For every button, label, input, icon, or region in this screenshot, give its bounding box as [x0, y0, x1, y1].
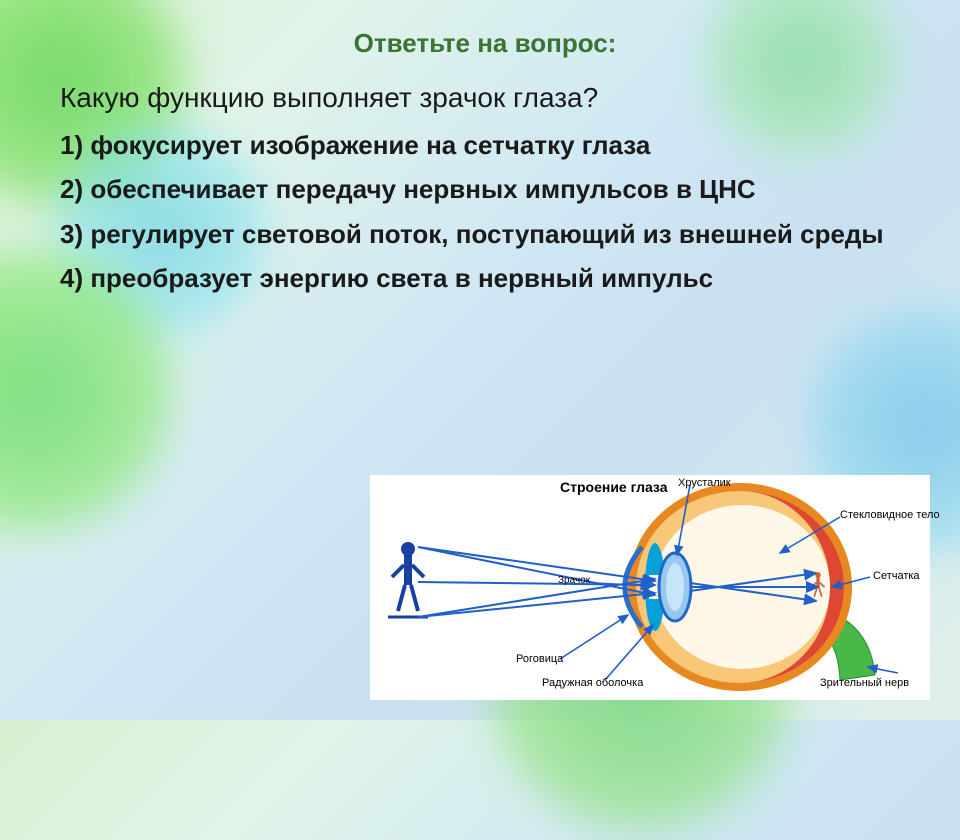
option-2: 2) обеспечивает передачу нервных импульс… — [60, 173, 910, 206]
label-iris: Радужная оболочка — [542, 677, 643, 689]
person-figure — [388, 542, 428, 617]
option-4: 4) преобразует энергию света в нервный и… — [60, 262, 910, 295]
option-3: 3) регулирует световой поток, поступающи… — [60, 218, 910, 251]
label-pupil: Зрачок — [558, 575, 590, 586]
lens-inner — [666, 563, 684, 611]
eye-diagram: Строение глаза — [370, 475, 930, 700]
option-1: 1) фокусирует изображение на сетчатку гл… — [60, 129, 910, 162]
label-vitreous: Стекловидное тело — [840, 509, 940, 521]
slide-content: Ответьте на вопрос: Какую функцию выполн… — [0, 0, 960, 295]
label-retina: Сетчатка — [873, 570, 920, 582]
diagram-title: Строение глаза — [560, 479, 668, 495]
slide-title: Ответьте на вопрос: — [60, 28, 910, 59]
label-lens: Хрусталик — [678, 477, 731, 489]
question-text: Какую функцию выполняет зрачок глаза? — [60, 81, 910, 115]
label-cornea: Роговица — [516, 653, 563, 665]
label-optic-nerve: Зрительный нерв — [820, 677, 909, 689]
